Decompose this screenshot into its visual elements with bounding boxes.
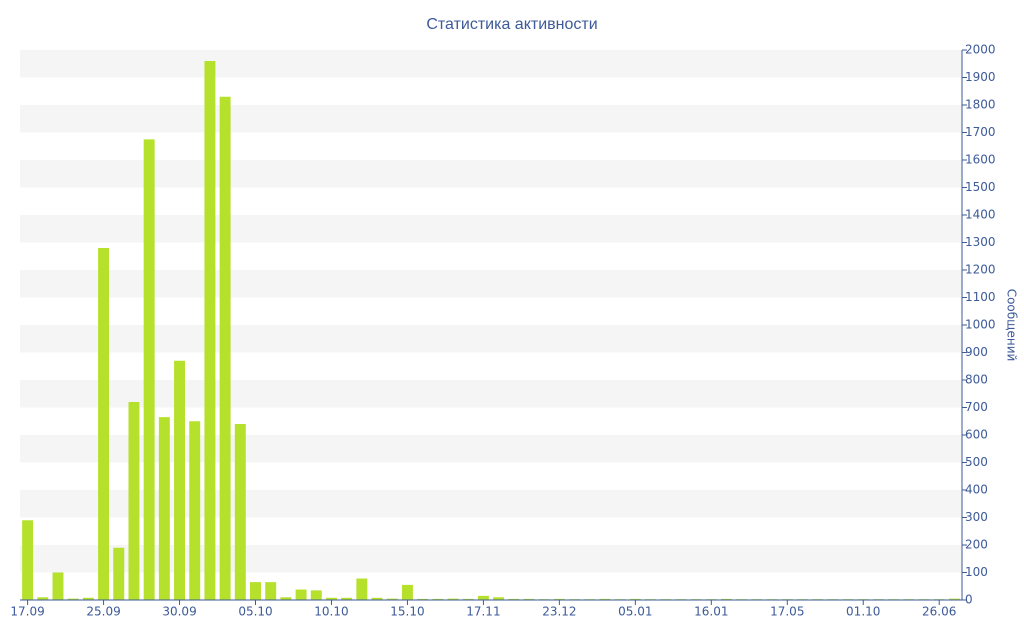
y-tick-label: 0 bbox=[965, 593, 973, 607]
y-tick-label: 1600 bbox=[965, 153, 996, 167]
bar bbox=[143, 139, 155, 600]
bar bbox=[158, 417, 170, 600]
bar bbox=[250, 582, 261, 600]
y-tick-label: 300 bbox=[965, 510, 988, 524]
bar bbox=[128, 402, 140, 600]
bar bbox=[386, 598, 398, 600]
y-axis-label: Сообщений bbox=[1005, 289, 1019, 362]
bar bbox=[310, 590, 322, 600]
grid-band bbox=[20, 380, 962, 408]
bar bbox=[477, 595, 489, 600]
y-tick-label: 1000 bbox=[965, 318, 996, 332]
x-tick-label: 26.06 bbox=[922, 605, 956, 619]
x-tick-label: 23.12 bbox=[542, 605, 576, 619]
x-tick-label: 05.01 bbox=[618, 605, 652, 619]
y-tick-label: 600 bbox=[965, 428, 988, 442]
x-tick-label: 17.09 bbox=[10, 605, 44, 619]
bar bbox=[599, 598, 611, 600]
bar bbox=[432, 598, 444, 600]
y-tick-label: 1800 bbox=[965, 98, 996, 112]
bar bbox=[295, 589, 307, 600]
bar bbox=[189, 421, 201, 600]
y-tick-label: 500 bbox=[965, 455, 988, 469]
bar bbox=[493, 597, 505, 600]
grid-band bbox=[20, 270, 962, 298]
bar bbox=[401, 584, 413, 600]
bar bbox=[553, 598, 565, 600]
bar bbox=[417, 598, 429, 600]
chart-title: Статистика активности bbox=[426, 16, 597, 33]
bar bbox=[22, 520, 34, 600]
x-tick-label: 25.09 bbox=[86, 605, 120, 619]
x-tick-label: 10.10 bbox=[314, 605, 348, 619]
grid-band bbox=[20, 50, 962, 78]
y-tick-label: 100 bbox=[965, 565, 988, 579]
bar bbox=[325, 597, 337, 600]
y-tick-label: 1400 bbox=[965, 208, 996, 222]
x-tick-label: 05.10 bbox=[238, 605, 272, 619]
x-tick-label: 30.09 bbox=[162, 605, 196, 619]
bar bbox=[371, 597, 383, 600]
y-tick-label: 1700 bbox=[965, 125, 996, 139]
bar bbox=[265, 582, 277, 600]
x-tick-label: 15.10 bbox=[390, 605, 424, 619]
bar bbox=[98, 248, 110, 600]
bar bbox=[356, 578, 368, 600]
grid-band bbox=[20, 325, 962, 353]
y-tick-label: 800 bbox=[965, 373, 988, 387]
y-tick-label: 400 bbox=[965, 483, 988, 497]
y-tick-label: 1100 bbox=[965, 290, 996, 304]
bar bbox=[523, 598, 535, 600]
x-tick-label: 17.05 bbox=[770, 605, 804, 619]
bar bbox=[721, 598, 732, 600]
bar bbox=[948, 598, 960, 600]
x-tick-label: 17.11 bbox=[466, 605, 500, 619]
bar bbox=[204, 61, 216, 600]
grid-band bbox=[20, 215, 962, 243]
bar bbox=[113, 547, 125, 600]
y-tick-label: 1200 bbox=[965, 263, 996, 277]
bar bbox=[82, 597, 94, 600]
bar bbox=[234, 424, 246, 600]
y-tick-label: 2000 bbox=[965, 43, 996, 57]
grid-band bbox=[20, 160, 962, 188]
x-tick-label: 16.01 bbox=[694, 605, 728, 619]
bar bbox=[174, 360, 186, 600]
bar bbox=[52, 572, 64, 600]
bar bbox=[37, 597, 49, 600]
x-tick-label: 01.10 bbox=[846, 605, 880, 619]
y-tick-label: 900 bbox=[965, 345, 988, 359]
bar bbox=[462, 598, 474, 600]
y-tick-label: 200 bbox=[965, 538, 988, 552]
bar bbox=[341, 597, 353, 600]
bar bbox=[508, 598, 520, 600]
y-tick-label: 700 bbox=[965, 400, 988, 414]
bar bbox=[280, 597, 292, 600]
bar bbox=[447, 598, 459, 600]
y-tick-label: 1300 bbox=[965, 235, 996, 249]
bar bbox=[67, 598, 79, 600]
y-tick-label: 1500 bbox=[965, 180, 996, 194]
grid-band bbox=[20, 105, 962, 133]
bar bbox=[219, 96, 231, 600]
bar bbox=[629, 598, 641, 600]
y-tick-label: 1900 bbox=[965, 70, 996, 84]
